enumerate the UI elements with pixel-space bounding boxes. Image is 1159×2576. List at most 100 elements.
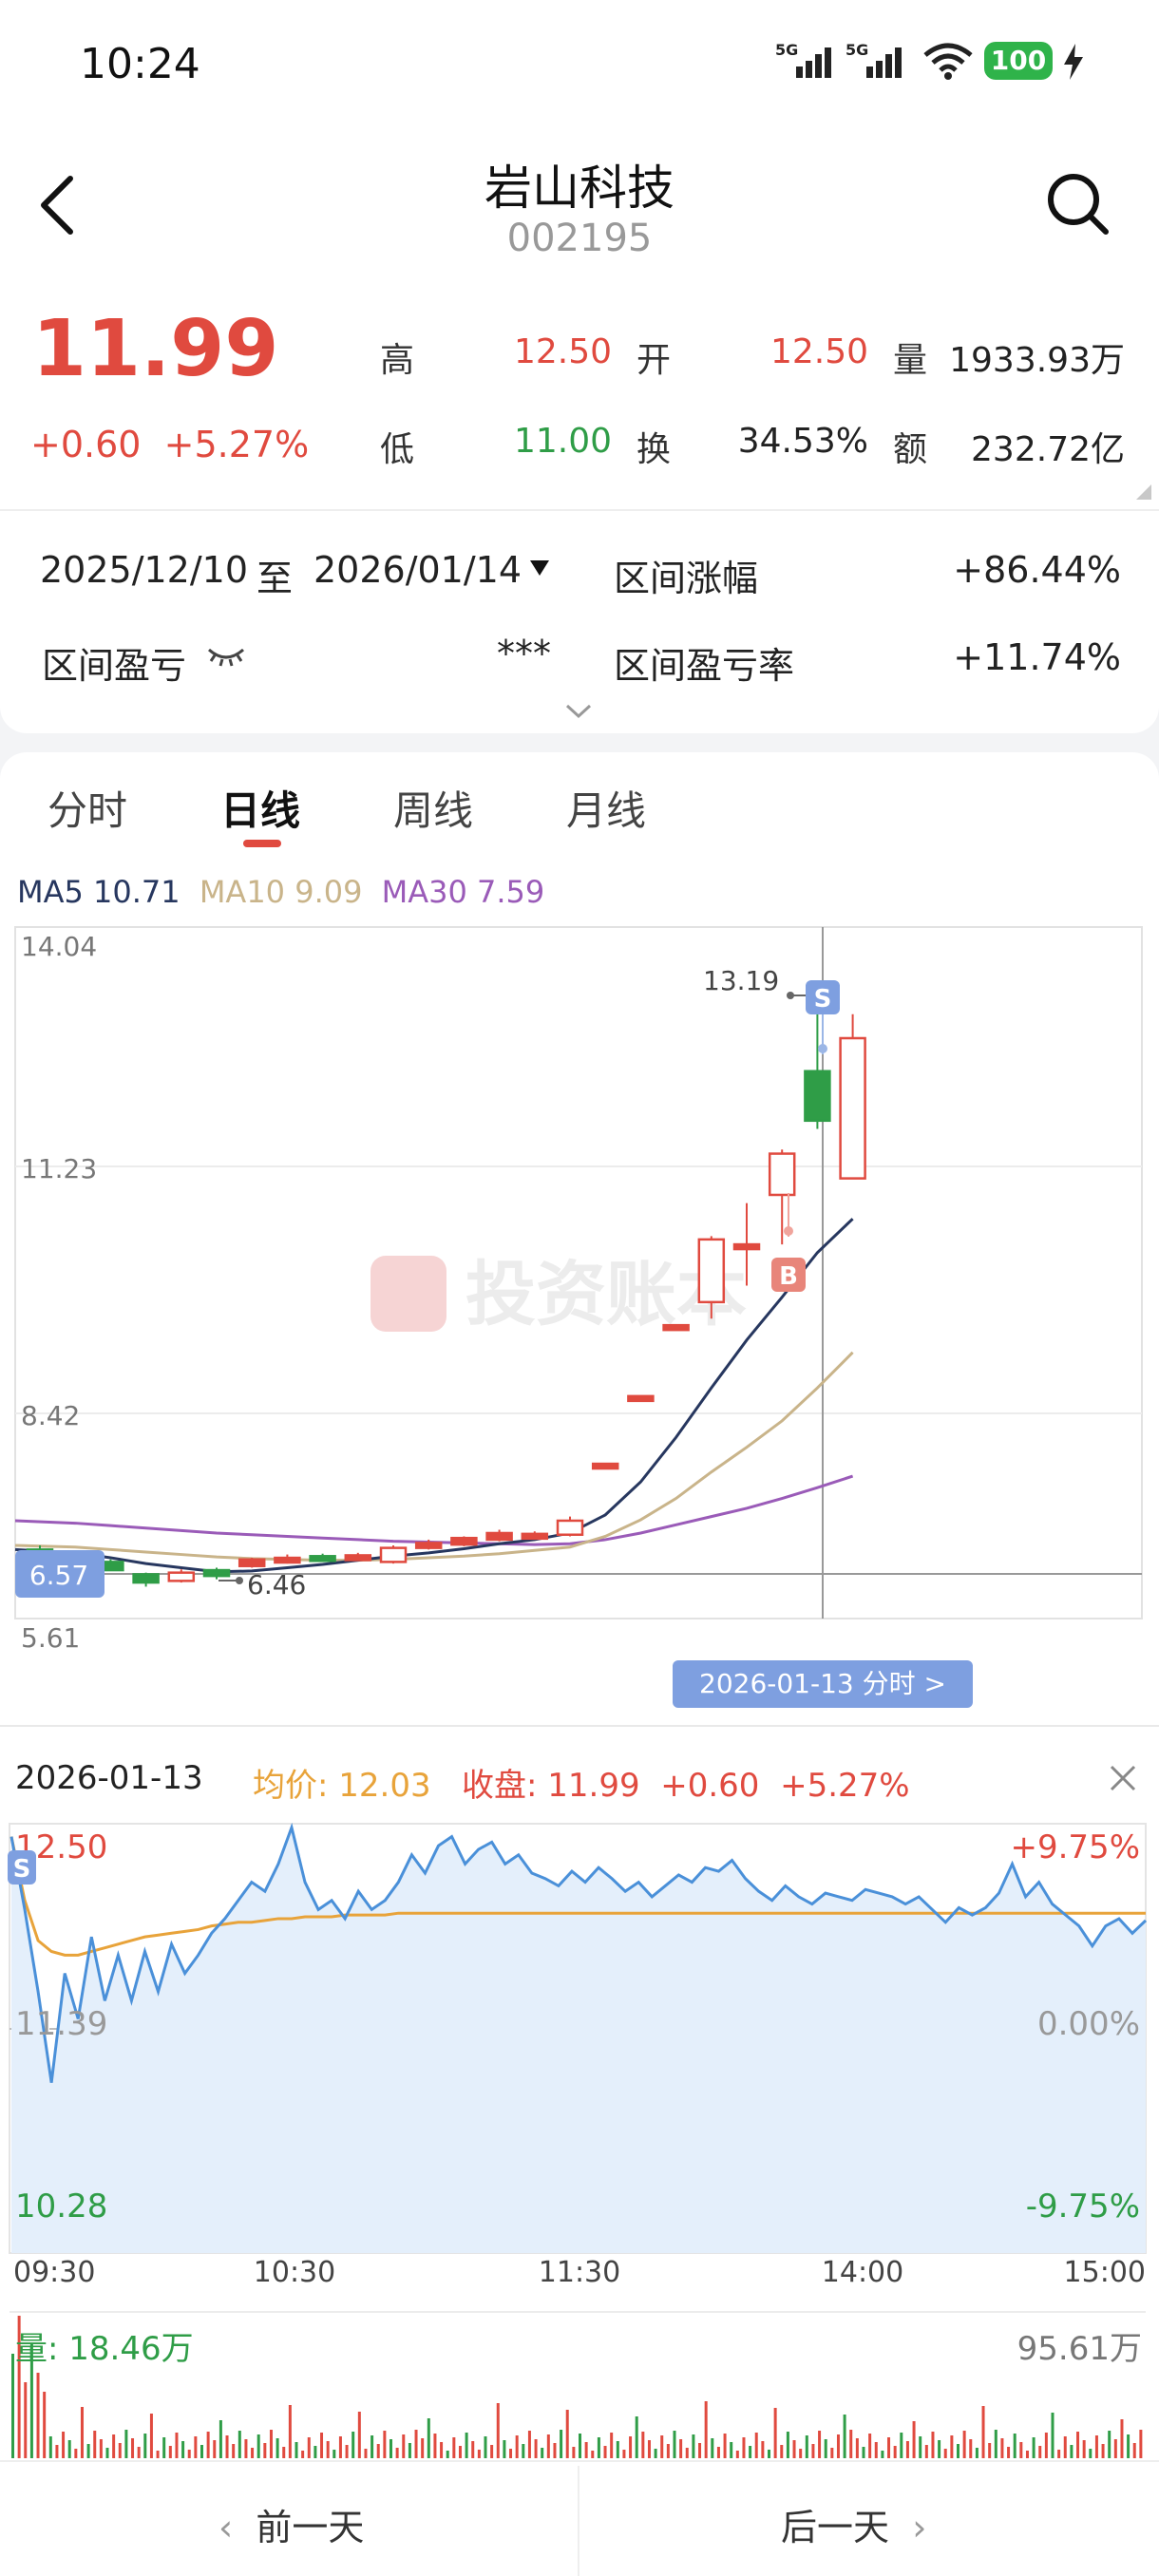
tab-weekly[interactable]: 周线 (393, 787, 474, 834)
nav-divider (578, 2466, 580, 2576)
sell-marker[interactable]: S (806, 980, 840, 1054)
max-label: 13.19 (703, 965, 779, 996)
volume-bar (218, 2420, 222, 2458)
candle (167, 1569, 196, 1583)
volume-bar (629, 2436, 633, 2458)
y-left-tick: 11.39 (15, 2005, 107, 2043)
stock-code: 002195 (506, 217, 653, 260)
candles (26, 1013, 866, 1587)
min-label-group: 6.46 (218, 1569, 306, 1601)
open-label: 开 (636, 341, 672, 380)
back-button[interactable] (28, 167, 89, 243)
volume-bar (477, 2450, 481, 2458)
y-tick: 14.04 (21, 931, 97, 962)
volume-bar (924, 2445, 928, 2458)
ma5-label: MA5 (17, 874, 84, 910)
candle (379, 1545, 408, 1564)
intraday-link-button[interactable]: 2026-01-13 分时 > (673, 1660, 973, 1708)
ma10-label: MA10 (199, 874, 286, 910)
volume-bar (338, 2436, 342, 2458)
next-day-button[interactable]: 后一天 › (781, 2498, 926, 2550)
volume-bar (263, 2443, 267, 2458)
close-change-pct: +5.27% (780, 1767, 910, 1805)
high-label: 高 (380, 341, 415, 380)
candle (732, 1203, 761, 1286)
volume-bar (565, 2410, 569, 2458)
volume-bar (742, 2437, 746, 2458)
volume-bar (118, 2443, 122, 2458)
avg-price-line (10, 1836, 1146, 1957)
candle (591, 1462, 619, 1470)
sell-marker[interactable]: S (8, 1850, 36, 1885)
caret-down-icon[interactable] (528, 559, 551, 581)
period-start-date[interactable]: 2025/12/10 (40, 549, 249, 591)
prev-day-button[interactable]: ‹ 前一天 (218, 2498, 364, 2550)
daily-kline-chart[interactable]: 投资账本 14.04 11.23 8.42 5.61 13.19 S B 6.4… (0, 912, 1159, 1672)
x-tick: 14:00 (822, 2256, 903, 2289)
volume-bar (622, 2450, 626, 2458)
next-day-label: 后一天 (781, 2507, 890, 2548)
volume-bar (792, 2440, 796, 2458)
period-end-date[interactable]: 2026/01/14 (314, 549, 522, 591)
search-icon (1048, 174, 1109, 235)
volume-bar (62, 2432, 66, 2458)
volume-bar (408, 2443, 411, 2458)
volume-bar (1057, 2450, 1061, 2458)
tab-intraday[interactable]: 分时 (48, 787, 128, 834)
sell-marker-label: S (13, 1855, 31, 1884)
volume-bar (181, 2441, 185, 2458)
candle (450, 1536, 478, 1546)
chevron-left-icon (41, 176, 73, 235)
volume-bar (421, 2438, 425, 2458)
tab-monthly[interactable]: 月线 (566, 787, 647, 834)
max-label-group: 13.19 (703, 965, 808, 999)
candle (804, 1013, 831, 1129)
intraday-chart[interactable]: 投资账本 12.50 11.39 10.28 +9.75% 0.00% -9.7… (0, 1814, 1159, 2460)
chevron-left-icon: ‹ (218, 2507, 234, 2548)
signal-2-label: 5G (846, 42, 868, 59)
tab-daily[interactable]: 日线 (220, 787, 301, 834)
volume-bar (503, 2440, 506, 2458)
volume-bar (553, 2443, 557, 2458)
eye-closed-icon[interactable] (205, 642, 247, 674)
close-icon[interactable] (1108, 1763, 1138, 1797)
chevron-down-icon[interactable] (564, 703, 593, 724)
price-change: +0.60 +5.27% (30, 424, 309, 465)
status-time: 10:24 (80, 40, 200, 88)
volume-bar (1113, 2439, 1117, 2458)
chevron-right-icon: › (912, 2507, 927, 2548)
volume-bar (641, 2432, 645, 2458)
y-left-tick: 10.28 (15, 2188, 107, 2226)
volume-bar (938, 2440, 941, 2458)
volume-bar (534, 2439, 538, 2458)
volume-bar (780, 2445, 784, 2458)
volume-bar (175, 2433, 179, 2458)
volume-bar (1094, 2435, 1098, 2458)
low-value: 11.00 (513, 422, 612, 461)
period-panel (0, 509, 1159, 733)
volume-bar (11, 2354, 14, 2458)
volume-bar (711, 2438, 714, 2458)
search-button[interactable] (1045, 171, 1112, 237)
volume-bar (440, 2442, 444, 2458)
price-line (10, 1822, 1148, 2083)
signal-icon: 5G (846, 41, 908, 80)
volume-bar (238, 2431, 241, 2458)
amount-value: 232.72亿 (971, 430, 1125, 469)
volume-bar (799, 2449, 803, 2458)
volume-label: 量 (893, 341, 928, 380)
candle (238, 1558, 266, 1568)
ma30-label: MA30 (381, 874, 467, 910)
buy-marker[interactable]: B (771, 1193, 806, 1292)
expand-corner-icon (1136, 484, 1151, 503)
range-change-value: +86.44% (953, 549, 1121, 591)
close-change: +0.60 (660, 1767, 760, 1805)
volume-bar (855, 2438, 859, 2458)
volume-bar (716, 2447, 720, 2458)
candle (344, 1552, 372, 1562)
volume-bar (824, 2439, 827, 2458)
candle (485, 1529, 513, 1542)
volume-bar (515, 2435, 519, 2458)
close-label: 收盘: (462, 1767, 538, 1805)
volume-bar (131, 2438, 135, 2458)
